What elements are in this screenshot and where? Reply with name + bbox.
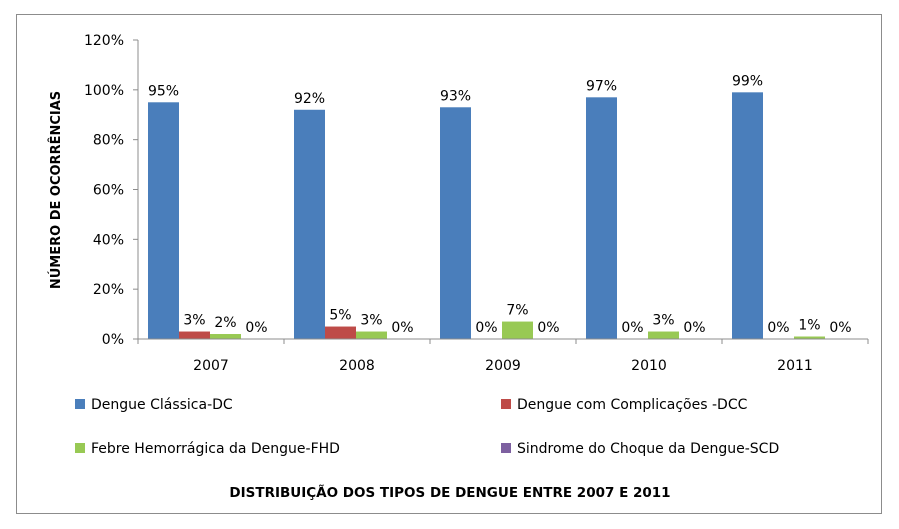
data-label: 3% [360, 313, 382, 329]
legend-label: Dengue Clássica-DC [91, 397, 233, 413]
data-label: 93% [440, 88, 471, 104]
y-tick-label: 120% [84, 33, 124, 49]
data-label: 0% [391, 320, 413, 336]
legend: Dengue Clássica-DC Dengue com Complicaçõe… [75, 397, 779, 457]
y-tick-label: 20% [93, 282, 124, 298]
x-ticks: 2007 2008 2009 2010 2011 [137, 339, 869, 374]
data-label: 2% [214, 315, 236, 331]
legend-label: Sindrome do Choque da Dengue-SCD [517, 441, 779, 457]
y-tick-label: 60% [93, 183, 124, 199]
x-tick-label: 2009 [485, 358, 521, 374]
bar [356, 331, 387, 339]
data-label: 0% [475, 320, 497, 336]
y-tick-label: 100% [84, 83, 124, 99]
legend-label: Dengue com Complicações -DCC [517, 397, 748, 413]
bar [179, 331, 210, 339]
bar [210, 334, 241, 339]
data-label: 95% [148, 83, 179, 99]
data-label: 97% [586, 78, 617, 94]
x-tick-label: 2008 [339, 358, 375, 374]
axes [137, 40, 868, 340]
bar [648, 331, 679, 339]
legend-swatch [501, 443, 511, 453]
data-labels: 95% 3% 2% 0% 92% 5% 3% 0% 93% 0% 7% 0% 97% 0% 3% 0% 99% 0… [148, 73, 852, 336]
bar [732, 92, 763, 339]
bar [586, 97, 617, 339]
bar [502, 321, 533, 339]
bar [325, 326, 356, 339]
data-label: 99% [732, 73, 763, 89]
legend-swatch [75, 443, 85, 453]
data-label: 0% [829, 320, 851, 336]
data-label: 0% [537, 320, 559, 336]
data-label: 5% [329, 308, 351, 324]
legend-swatch [501, 399, 511, 409]
data-label: 0% [767, 320, 789, 336]
data-label: 3% [652, 313, 674, 329]
data-label: 0% [683, 320, 705, 336]
data-label: 7% [506, 303, 528, 319]
x-tick-label: 2010 [631, 358, 667, 374]
data-label: 0% [245, 320, 267, 336]
legend-swatch [75, 399, 85, 409]
y-axis-label: NÚMERO DE OCORRÊNCIAS [48, 91, 64, 289]
x-tick-label: 2011 [777, 358, 813, 374]
x-tick-label: 2007 [193, 358, 229, 374]
bar [440, 107, 471, 340]
y-tick-label: 40% [93, 232, 124, 248]
bar [794, 336, 825, 339]
legend-label: Febre Hemorrágica da Dengue-FHD [91, 441, 340, 457]
y-ticks: 0% 20% 40% 60% 80% 100% 120% [84, 33, 138, 348]
bar [148, 102, 179, 340]
data-label: 0% [621, 320, 643, 336]
data-label: 3% [183, 313, 205, 329]
y-tick-label: 80% [93, 133, 124, 149]
bar [294, 109, 325, 340]
bars [148, 92, 825, 340]
y-tick-label: 0% [102, 332, 124, 348]
chart-title: DISTRIBUIÇÃO DOS TIPOS DE DENGUE ENTRE 2… [229, 484, 670, 501]
data-label: 1% [798, 318, 820, 334]
data-label: 92% [294, 91, 325, 107]
